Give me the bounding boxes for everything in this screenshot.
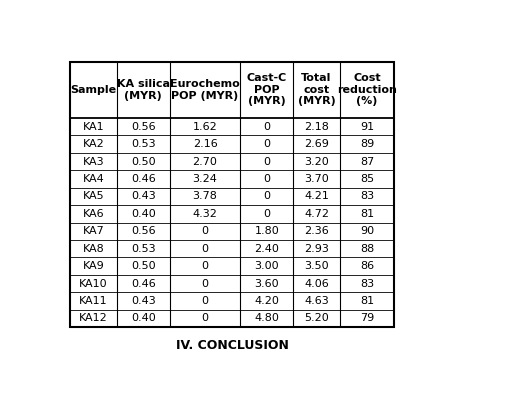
Text: 0: 0 [263,191,270,202]
Text: 2.16: 2.16 [192,139,218,149]
Text: 83: 83 [360,191,374,202]
Text: 4.32: 4.32 [192,209,218,219]
Text: 0: 0 [201,313,209,323]
Text: 1.80: 1.80 [255,226,279,236]
Text: 0.40: 0.40 [131,313,155,323]
Text: KA4: KA4 [83,174,105,184]
Text: 0.53: 0.53 [131,139,155,149]
Text: 2.69: 2.69 [304,139,329,149]
Text: KA11: KA11 [79,296,108,306]
Text: KA7: KA7 [83,226,105,236]
Text: KA9: KA9 [83,261,105,271]
Text: 5.20: 5.20 [304,313,329,323]
Text: 2.70: 2.70 [192,157,218,167]
Text: 0.40: 0.40 [131,209,155,219]
Text: 90: 90 [360,226,374,236]
Text: 4.63: 4.63 [304,296,329,306]
Text: 3.50: 3.50 [304,261,329,271]
Text: KA1: KA1 [83,122,105,132]
Text: 0.53: 0.53 [131,244,155,253]
Text: 4.06: 4.06 [304,279,329,289]
Text: 1.62: 1.62 [192,122,218,132]
Text: 2.40: 2.40 [254,244,279,253]
Text: 4.21: 4.21 [304,191,329,202]
Text: 0: 0 [201,244,209,253]
Text: Sample: Sample [71,85,117,95]
Text: KA3: KA3 [83,157,105,167]
Text: 81: 81 [360,209,374,219]
Text: 85: 85 [360,174,374,184]
Text: 0.43: 0.43 [131,296,155,306]
Text: 3.78: 3.78 [192,191,218,202]
Text: 91: 91 [360,122,374,132]
Text: 0: 0 [263,209,270,219]
Text: 0.46: 0.46 [131,279,155,289]
Text: 0.56: 0.56 [131,226,155,236]
Text: 0: 0 [263,157,270,167]
Text: Cost
reduction
(%): Cost reduction (%) [337,73,397,106]
Text: 0: 0 [201,296,209,306]
Text: 89: 89 [360,139,374,149]
Text: 0: 0 [263,174,270,184]
Text: 87: 87 [360,157,374,167]
Text: KA silica
(MYR): KA silica (MYR) [117,79,169,101]
Text: Total
cost
(MYR): Total cost (MYR) [298,73,335,106]
Text: 79: 79 [360,313,374,323]
Text: 4.20: 4.20 [254,296,279,306]
Text: 3.24: 3.24 [192,174,218,184]
Text: 3.20: 3.20 [304,157,329,167]
Text: 0.46: 0.46 [131,174,155,184]
Text: 0: 0 [201,279,209,289]
Text: KA12: KA12 [79,313,108,323]
Text: 3.60: 3.60 [255,279,279,289]
Text: 0.50: 0.50 [131,157,155,167]
Text: 83: 83 [360,279,374,289]
Text: 0.56: 0.56 [131,122,155,132]
Text: Cast-C
POP
(MYR): Cast-C POP (MYR) [247,73,287,106]
Text: KA6: KA6 [83,209,105,219]
Text: KA8: KA8 [83,244,105,253]
Text: 0: 0 [201,261,209,271]
Text: 3.00: 3.00 [255,261,279,271]
Text: 2.18: 2.18 [304,122,329,132]
Text: Eurochemo
POP (MYR): Eurochemo POP (MYR) [170,79,240,101]
Text: 4.80: 4.80 [254,313,279,323]
Text: 0.43: 0.43 [131,191,155,202]
Text: KA5: KA5 [83,191,105,202]
Text: 88: 88 [360,244,374,253]
Text: 81: 81 [360,296,374,306]
Text: 3.70: 3.70 [304,174,329,184]
Text: 0: 0 [201,226,209,236]
Text: 2.36: 2.36 [304,226,329,236]
Text: 0: 0 [263,122,270,132]
Text: KA10: KA10 [79,279,108,289]
Text: IV. CONCLUSION: IV. CONCLUSION [176,339,289,352]
Text: 0: 0 [263,139,270,149]
Text: 0.50: 0.50 [131,261,155,271]
Text: 2.93: 2.93 [304,244,329,253]
Bar [70,62,394,327]
Text: 4.72: 4.72 [304,209,329,219]
Text: 86: 86 [360,261,374,271]
Text: KA2: KA2 [83,139,105,149]
